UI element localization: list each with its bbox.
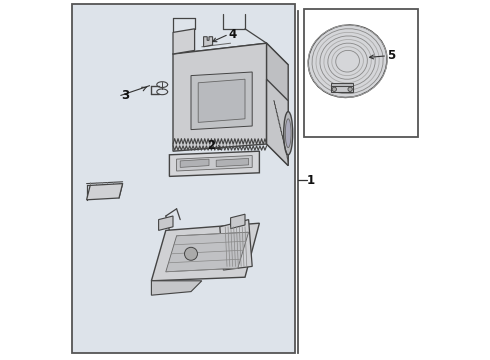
Circle shape [332, 87, 337, 91]
Polygon shape [176, 156, 252, 171]
Polygon shape [173, 43, 267, 151]
Circle shape [348, 87, 352, 91]
Polygon shape [331, 86, 353, 92]
Text: 1: 1 [307, 174, 315, 186]
Bar [304, 9, 418, 137]
Polygon shape [267, 79, 288, 166]
Ellipse shape [308, 25, 387, 98]
Polygon shape [170, 151, 259, 176]
Polygon shape [173, 43, 288, 79]
Polygon shape [220, 220, 252, 270]
Text: 3: 3 [121, 89, 129, 102]
Ellipse shape [284, 112, 293, 155]
Ellipse shape [285, 119, 291, 148]
Polygon shape [173, 29, 195, 54]
Text: 5: 5 [387, 49, 395, 62]
Polygon shape [159, 216, 173, 230]
Polygon shape [151, 281, 202, 295]
Polygon shape [267, 43, 288, 166]
Polygon shape [166, 232, 248, 272]
Polygon shape [204, 37, 213, 47]
Circle shape [185, 247, 197, 260]
Polygon shape [331, 83, 353, 86]
Polygon shape [180, 159, 209, 167]
Polygon shape [198, 79, 245, 122]
Polygon shape [216, 158, 248, 167]
Polygon shape [87, 184, 122, 200]
Text: 4: 4 [229, 28, 237, 41]
Polygon shape [231, 214, 245, 229]
Polygon shape [151, 223, 259, 281]
Text: 2: 2 [207, 139, 215, 152]
Polygon shape [191, 72, 252, 130]
Bar [72, 4, 295, 353]
